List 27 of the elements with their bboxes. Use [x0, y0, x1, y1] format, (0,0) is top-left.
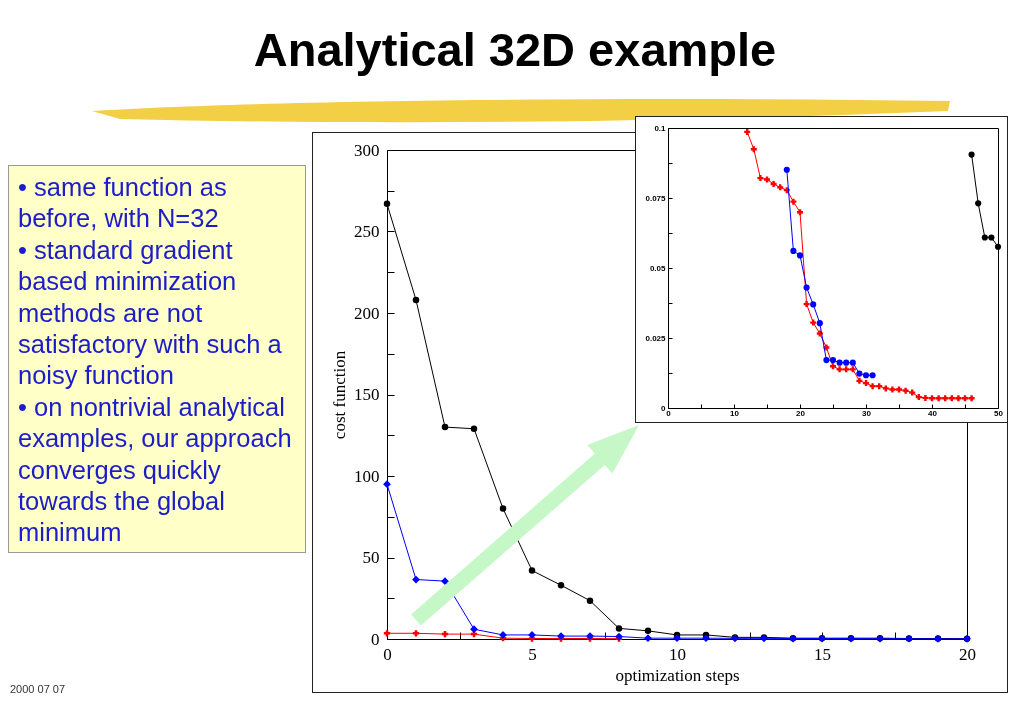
x-tick-label: 20 [796, 408, 806, 418]
x-axis-title: optimization steps [615, 665, 740, 685]
y-tick-label: 300 [354, 140, 380, 160]
x-tick-label: 20 [959, 644, 976, 664]
text: 2000 07 07 [10, 683, 66, 695]
y-tick-label: 0 [371, 629, 380, 649]
x-tick-label: 10 [730, 408, 740, 418]
x-tick-label: 10 [669, 644, 686, 664]
x-tick-label: 5 [528, 644, 537, 664]
y-tick-label: 150 [354, 385, 380, 404]
text: • standard gradient based minimization methods are not satisfactory with such a noisy function [18, 234, 283, 392]
text: • same function as before, with N=32 [18, 172, 228, 235]
x-tick-label: 15 [814, 644, 831, 664]
chart-title: Analytical 32D example [252, 23, 778, 76]
y-tick-label: 250 [354, 222, 380, 241]
y-tick-label: 0.075 [645, 193, 667, 203]
y-tick-label: 0.025 [645, 333, 667, 343]
x-tick-label: 40 [928, 408, 938, 418]
y-tick-label: 0.05 [649, 263, 667, 273]
x-tick-label: 30 [862, 408, 872, 418]
text: • on nontrivial analytical examples, our approach converges quickly towards the global minimum [18, 391, 293, 549]
y-tick-label: 100 [354, 466, 380, 486]
y-axis-title: cost function [330, 350, 349, 440]
y-tick-label: 50 [362, 548, 380, 567]
y-tick-label: 200 [354, 303, 380, 323]
x-tick-label: 50 [994, 408, 1004, 418]
y-tick-label: 0.1 [654, 123, 667, 133]
